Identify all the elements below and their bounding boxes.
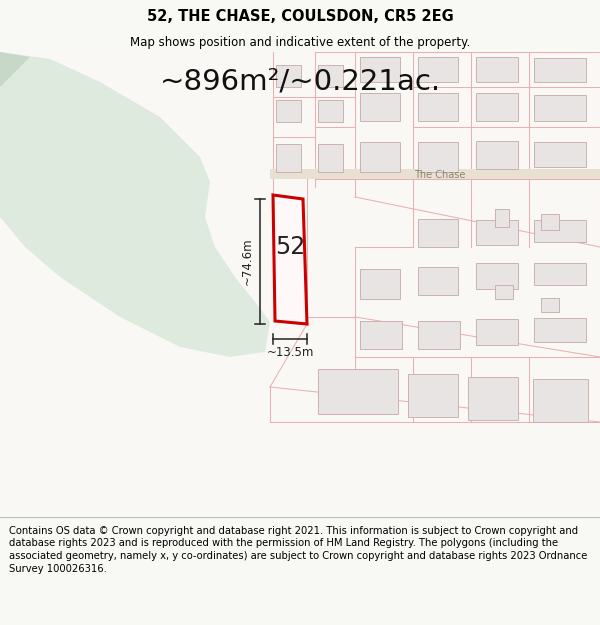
Bar — [534, 220, 586, 242]
Bar — [360, 269, 400, 299]
Bar — [476, 220, 518, 245]
Bar — [360, 57, 400, 82]
Bar — [534, 318, 586, 342]
Bar — [468, 377, 518, 420]
Polygon shape — [273, 195, 307, 324]
Bar — [476, 263, 518, 289]
Bar — [534, 58, 586, 82]
Text: Contains OS data © Crown copyright and database right 2021. This information is : Contains OS data © Crown copyright and d… — [9, 526, 587, 574]
Bar — [276, 65, 301, 87]
Bar — [418, 219, 458, 247]
Bar — [360, 93, 400, 121]
Bar — [534, 95, 586, 121]
Text: 52, THE CHASE, COULSDON, CR5 2EG: 52, THE CHASE, COULSDON, CR5 2EG — [146, 9, 454, 24]
Text: Map shows position and indicative extent of the property.: Map shows position and indicative extent… — [130, 36, 470, 49]
Bar — [360, 142, 400, 172]
Text: ~896m²/~0.221ac.: ~896m²/~0.221ac. — [160, 68, 440, 96]
Bar — [418, 93, 458, 121]
Bar — [318, 144, 343, 172]
Bar — [270, 169, 600, 179]
Bar — [476, 57, 518, 82]
Bar — [495, 209, 509, 227]
Bar — [408, 374, 458, 417]
Bar — [418, 142, 458, 172]
Bar — [541, 298, 559, 312]
Bar — [476, 319, 518, 345]
Bar — [360, 321, 402, 349]
Text: ~74.6m: ~74.6m — [241, 238, 254, 285]
Bar — [476, 141, 518, 169]
Bar — [534, 263, 586, 285]
Bar — [318, 369, 398, 414]
Bar — [276, 100, 301, 122]
Bar — [476, 93, 518, 121]
Bar — [418, 321, 460, 349]
Bar — [495, 285, 513, 299]
Bar — [318, 100, 343, 122]
Polygon shape — [0, 52, 270, 357]
Bar — [534, 142, 586, 167]
Bar — [418, 57, 458, 82]
Text: The Chase: The Chase — [415, 170, 466, 180]
Bar — [418, 267, 458, 295]
Bar — [318, 65, 343, 87]
Bar — [541, 214, 559, 230]
Bar — [533, 379, 588, 422]
Polygon shape — [0, 52, 30, 87]
Text: ~13.5m: ~13.5m — [266, 346, 314, 359]
Bar — [276, 144, 301, 172]
Text: 52: 52 — [275, 235, 305, 259]
